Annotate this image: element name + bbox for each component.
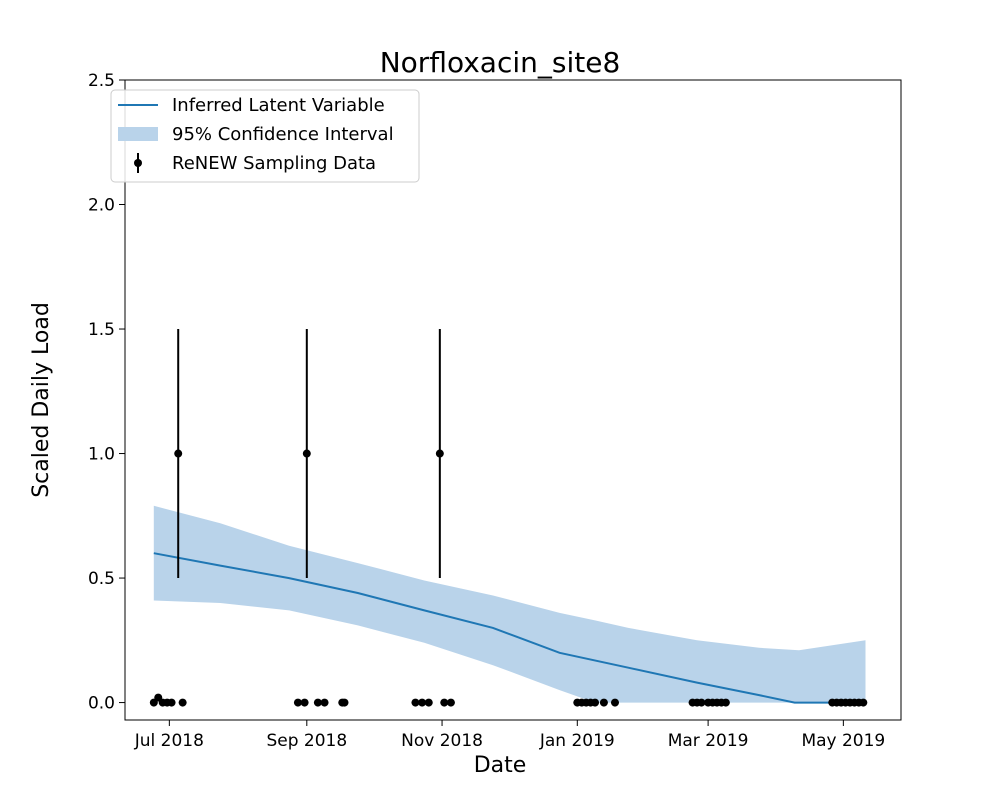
sampling-point-26 [610,698,619,707]
sampling-point-10 [313,698,322,707]
x-tick-label-4: Mar 2019 [668,731,749,751]
latent-variable-line [153,552,866,704]
sampling-point-17 [435,449,444,458]
sampling-point-5 [174,449,183,458]
chart-title: Norfloxacin_site8 [380,46,621,79]
plot-area [149,329,868,707]
sampling-point-15 [418,698,427,707]
y-tick-label-4: 2.0 [88,196,115,216]
y-axis: 0.0 0.5 1.0 1.5 2.0 2.5 [88,71,125,714]
legend-label-sampling: ReNEW Sampling Data [172,153,376,174]
x-tick-label-3: Jan 2019 [539,731,615,751]
y-axis-label: Scaled Daily Load [29,302,54,498]
legend-point-swatch [134,159,142,167]
sampling-point-7 [293,698,302,707]
sampling-point-11 [320,698,329,707]
confidence-band [153,505,866,703]
x-tick-label-5: May 2019 [801,731,885,751]
sampling-point-16 [424,698,433,707]
sampling-point-13 [340,698,349,707]
x-tick-label-0: Jul 2018 [134,731,204,751]
sampling-point-14 [411,698,420,707]
sampling-point-9 [302,449,311,458]
legend: Inferred Latent Variable 95% Confidence … [110,89,420,183]
y-tick-label-1: 0.5 [88,569,115,589]
sampling-point-29 [697,698,706,707]
sampling-point-8 [300,698,309,707]
sampling-point-4 [167,698,176,707]
sampling-point-18 [440,698,449,707]
x-tick-label-2: Nov 2018 [401,731,483,751]
sampling-point-24 [591,698,600,707]
sampling-point-34 [721,698,730,707]
legend-label-latent: Inferred Latent Variable [172,95,385,116]
sampling-point-42 [859,698,868,707]
legend-label-confidence: 95% Confidence Interval [172,124,394,145]
sampling-point-25 [599,698,608,707]
legend-box [110,89,420,183]
sampling-point-19 [446,698,455,707]
y-tick-label-2: 1.0 [88,445,115,465]
x-axis-label: Date [474,753,527,778]
plot-frame [124,79,902,721]
legend-band-swatch [118,127,158,141]
sampling-point-6 [178,698,187,707]
y-tick-label-3: 1.5 [88,320,115,340]
x-axis: Jul 2018 Sep 2018 Nov 2018 Jan 2019 Mar 2019… [134,720,885,751]
y-tick-label-0: 0.0 [88,694,115,714]
y-tick-label-5: 2.5 [88,71,115,91]
x-tick-label-1: Sep 2018 [266,731,347,751]
